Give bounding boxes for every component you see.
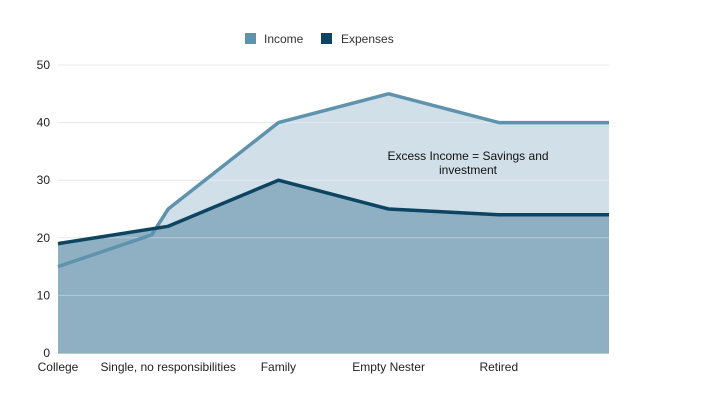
line-expenses [57,178,609,246]
x-tick-retired: Retired [479,360,518,374]
y-tick-40: 40 [37,116,51,130]
annotation: Excess Income = Savings and investment [387,149,548,177]
area-expenses [58,180,609,353]
point-income-4 [497,121,501,125]
x-tick-empty-nester: Empty Nester [352,360,425,374]
legend: Income Expenses [245,32,394,46]
legend-label-expenses: Expenses [341,32,394,46]
legend-swatch-income [245,33,256,44]
area-fills [58,64,609,354]
line-income [57,92,609,269]
x-tick-family: Family [261,360,296,374]
point-income-1 [166,207,170,211]
y-tick-10: 10 [37,288,51,302]
annotation-line-1: Excess Income = Savings and [387,149,548,163]
y-tick-30: 30 [37,173,51,187]
y-tick-50: 50 [37,58,51,72]
y-tick-20: 20 [37,231,51,245]
point-income-0 [56,265,60,269]
legend-swatch-expenses [321,33,332,44]
point-expenses-3 [387,207,391,211]
point-expenses-2 [276,178,280,182]
point-expenses-1 [166,224,170,228]
x-tick-college: College [38,360,79,374]
point-expenses-0 [56,242,60,246]
x-tick-single-no-responsibilities: Single, no responsibilities [100,360,235,374]
point-expenses-5 [607,213,611,217]
annotation-line-2: investment [439,163,498,177]
y-axis-ticks: 0 10 20 30 40 50 [37,58,51,360]
x-axis-ticks: College Single, no responsibilities Family… [38,360,518,374]
y-tick-0: 0 [43,346,50,360]
point-expenses-4 [497,213,501,217]
series-lines [56,92,611,269]
point-income-3 [387,92,391,96]
point-income-2 [276,121,280,125]
legend-label-income: Income [264,32,304,46]
point-income-5 [607,121,611,125]
